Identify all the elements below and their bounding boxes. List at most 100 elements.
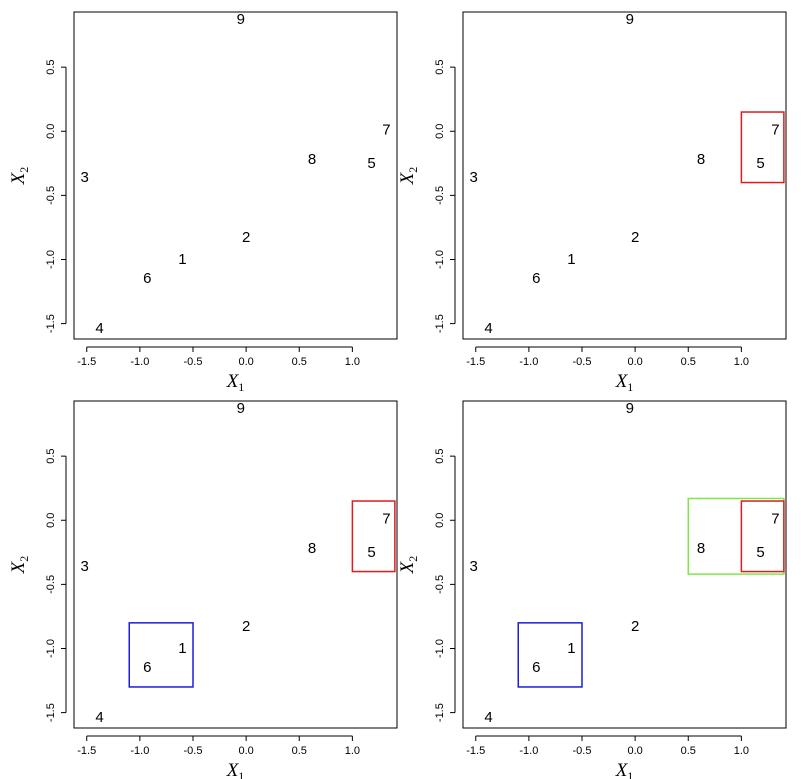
cluster-box-8-5-7 bbox=[687, 497, 785, 575]
cluster-box-5-7 bbox=[740, 111, 785, 184]
panel-2: -1.5 -1.0 -0.5 0.0 0.5 1.0 -1.5 -1.0 -0.5 0.0 0.5 X… bbox=[397, 11, 787, 394]
point-label-4: 4 bbox=[95, 709, 103, 726]
y-tick-label: 0.5 bbox=[45, 59, 57, 74]
point-label-7: 7 bbox=[771, 121, 779, 138]
x-tick-label: -1.5 bbox=[77, 745, 96, 757]
x-tick-label: -1.0 bbox=[130, 745, 149, 757]
point-label-3: 3 bbox=[80, 558, 88, 575]
point-label-2: 2 bbox=[631, 618, 639, 635]
x-tick-label: -0.5 bbox=[184, 356, 203, 368]
point-label-1: 1 bbox=[178, 640, 186, 657]
point-label-9: 9 bbox=[626, 11, 634, 28]
cluster-box-5-7 bbox=[351, 500, 396, 573]
y-tick-label: -1.5 bbox=[45, 703, 57, 722]
x-tick-label: 0.0 bbox=[627, 356, 642, 368]
point-label-8: 8 bbox=[697, 540, 705, 557]
y-axis-title: X2 bbox=[397, 167, 420, 186]
cluster-box-1-6 bbox=[128, 622, 194, 688]
x-tick-label: -1.5 bbox=[466, 745, 485, 757]
point-label-6: 6 bbox=[143, 659, 151, 676]
point-label-7: 7 bbox=[382, 510, 390, 527]
y-tick-label: -1.5 bbox=[434, 314, 446, 333]
y-tick-label: -0.5 bbox=[434, 186, 446, 205]
x-tick-label: 0.0 bbox=[238, 745, 253, 757]
y-tick-label: 0.0 bbox=[45, 513, 57, 528]
x-axis-title: X1 bbox=[226, 371, 245, 394]
plot-frame bbox=[462, 400, 787, 729]
x-tick-label: -0.5 bbox=[573, 356, 592, 368]
y-tick-label: -0.5 bbox=[434, 575, 446, 594]
x-tick-label: -0.5 bbox=[573, 745, 592, 757]
y-tick-label: -1.0 bbox=[45, 639, 57, 658]
point-label-9: 9 bbox=[237, 11, 245, 28]
point-label-6: 6 bbox=[532, 270, 540, 287]
x-tick-label: 0.5 bbox=[681, 356, 696, 368]
y-axis-title: X2 bbox=[8, 556, 31, 575]
point-label-9: 9 bbox=[626, 400, 634, 417]
point-label-6: 6 bbox=[532, 659, 540, 676]
point-label-6: 6 bbox=[143, 270, 151, 287]
y-tick-label: -0.5 bbox=[45, 186, 57, 205]
panel-3: -1.5 -1.0 -0.5 0.0 0.5 1.0 -1.5 -1.0 -0.5 0.0 0.5 X… bbox=[8, 400, 398, 779]
plot-frame bbox=[73, 400, 398, 729]
point-label-4: 4 bbox=[484, 709, 492, 726]
x-tick-label: 1.0 bbox=[345, 745, 360, 757]
y-tick-label: -1.5 bbox=[434, 703, 446, 722]
x-tick-label: -1.0 bbox=[519, 745, 538, 757]
point-label-8: 8 bbox=[697, 151, 705, 168]
x-tick-label: -1.0 bbox=[519, 356, 538, 368]
plot-frame bbox=[462, 11, 787, 340]
y-tick-label: -0.5 bbox=[45, 575, 57, 594]
point-label-8: 8 bbox=[308, 540, 316, 557]
x-tick-label: 1.0 bbox=[345, 356, 360, 368]
y-tick-label: 0.5 bbox=[434, 448, 446, 463]
point-label-1: 1 bbox=[567, 251, 575, 268]
point-label-3: 3 bbox=[80, 169, 88, 186]
cluster-box-1-6 bbox=[517, 622, 583, 688]
point-label-5: 5 bbox=[756, 544, 764, 561]
y-tick-label: -1.0 bbox=[45, 250, 57, 269]
point-label-2: 2 bbox=[242, 229, 250, 246]
x-tick-label: 0.5 bbox=[292, 356, 307, 368]
x-tick-label: 0.0 bbox=[627, 745, 642, 757]
y-axis-title: X2 bbox=[8, 167, 31, 186]
x-axis-title: X1 bbox=[615, 760, 634, 779]
x-tick-label: -0.5 bbox=[184, 745, 203, 757]
point-label-3: 3 bbox=[469, 558, 477, 575]
point-label-7: 7 bbox=[771, 510, 779, 527]
point-label-3: 3 bbox=[469, 169, 477, 186]
point-label-2: 2 bbox=[242, 618, 250, 635]
y-tick-label: 0.0 bbox=[45, 124, 57, 139]
x-tick-label: -1.5 bbox=[77, 356, 96, 368]
panel-4: -1.5 -1.0 -0.5 0.0 0.5 1.0 -1.5 -1.0 -0.5 0.0 0.5 X… bbox=[397, 400, 787, 779]
x-tick-label: -1.0 bbox=[130, 356, 149, 368]
point-label-1: 1 bbox=[178, 251, 186, 268]
x-tick-label: 1.0 bbox=[734, 745, 749, 757]
point-label-5: 5 bbox=[367, 155, 375, 172]
point-label-4: 4 bbox=[95, 320, 103, 337]
point-label-5: 5 bbox=[756, 155, 764, 172]
y-tick-label: 0.5 bbox=[434, 59, 446, 74]
y-tick-label: 0.0 bbox=[434, 513, 446, 528]
y-tick-label: 0.5 bbox=[45, 448, 57, 463]
point-label-7: 7 bbox=[382, 121, 390, 138]
x-tick-label: 1.0 bbox=[734, 356, 749, 368]
x-tick-label: 0.5 bbox=[292, 745, 307, 757]
point-label-4: 4 bbox=[484, 320, 492, 337]
cluster-box-5-7 bbox=[740, 500, 785, 573]
y-tick-label: -1.0 bbox=[434, 639, 446, 658]
x-axis-title: X1 bbox=[226, 760, 245, 779]
plot-frame bbox=[73, 11, 398, 340]
point-label-5: 5 bbox=[367, 544, 375, 561]
y-tick-label: -1.0 bbox=[434, 250, 446, 269]
point-label-1: 1 bbox=[567, 640, 575, 657]
x-tick-label: 0.0 bbox=[238, 356, 253, 368]
point-label-8: 8 bbox=[308, 151, 316, 168]
point-label-2: 2 bbox=[631, 229, 639, 246]
y-axis-title: X2 bbox=[397, 556, 420, 575]
y-tick-label: 0.0 bbox=[434, 124, 446, 139]
x-tick-label: 0.5 bbox=[681, 745, 696, 757]
point-label-9: 9 bbox=[237, 400, 245, 417]
y-tick-label: -1.5 bbox=[45, 314, 57, 333]
